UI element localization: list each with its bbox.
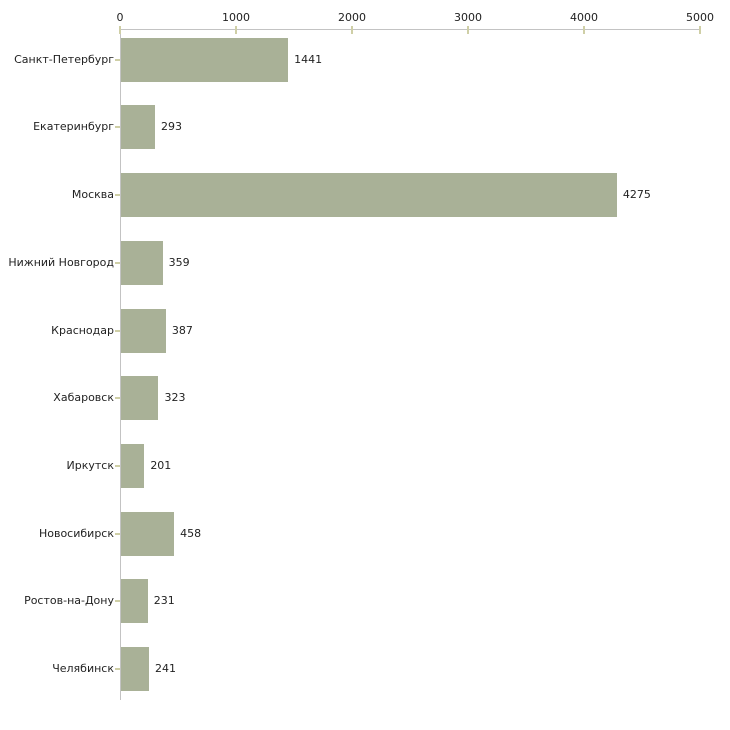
value-label: 4275 (622, 188, 651, 202)
bar (121, 511, 175, 556)
bar (121, 105, 155, 150)
x-axis-tick-label: 1000 (222, 11, 250, 24)
category-label: Хабаровск (53, 391, 114, 405)
x-axis-tick (467, 26, 469, 34)
category-label: Екатеринбург (33, 120, 114, 134)
value-label: 323 (164, 391, 186, 405)
category-label: Краснодар (51, 323, 114, 337)
bar (121, 376, 159, 421)
category-label: Санкт-Петербург (14, 52, 114, 66)
category-label: Нижний Новгород (8, 255, 114, 269)
y-axis-tick (115, 532, 120, 535)
value-label: 241 (154, 662, 176, 675)
x-axis-tick (235, 26, 237, 34)
y-axis-line (120, 29, 121, 700)
x-axis-tick-label: 4000 (570, 11, 598, 24)
category-label: Ростов-на-Дону (24, 594, 114, 608)
value-label: 387 (171, 323, 193, 337)
x-axis-tick-label: 5000 (686, 11, 714, 24)
bar (121, 443, 145, 488)
bar (121, 173, 617, 218)
category-label: Новосибирск (38, 526, 114, 540)
x-axis-tick-label: 2000 (338, 11, 366, 24)
x-axis-line (120, 29, 700, 30)
category-label: Иркутск (66, 458, 114, 472)
y-axis-tick (115, 397, 120, 400)
category-label: Челябинск (52, 662, 114, 675)
y-axis-tick (115, 194, 120, 197)
bar (121, 647, 149, 691)
y-axis-tick (115, 464, 120, 467)
y-axis-tick (115, 58, 120, 61)
value-label: 293 (160, 120, 182, 134)
value-label: 359 (168, 255, 190, 269)
x-axis-tick-label: 0 (116, 11, 124, 24)
y-axis-tick (115, 329, 120, 332)
y-axis-tick (115, 600, 120, 603)
y-axis-tick (115, 261, 120, 264)
bar (121, 579, 148, 624)
value-label: 458 (180, 526, 202, 540)
x-axis-tick (351, 26, 353, 34)
bar (121, 308, 166, 353)
x-axis-tick (583, 26, 585, 34)
y-axis-tick (115, 126, 120, 129)
bar (121, 240, 163, 285)
value-label: 231 (153, 594, 175, 608)
x-axis-tick (699, 26, 701, 34)
bar (121, 37, 289, 82)
category-label: Москва (71, 188, 114, 202)
x-axis-tick-label: 3000 (454, 11, 482, 24)
value-label: 201 (150, 458, 172, 472)
x-axis-tick (119, 26, 121, 34)
value-label: 1441 (294, 52, 323, 66)
y-axis-tick (115, 668, 120, 670)
